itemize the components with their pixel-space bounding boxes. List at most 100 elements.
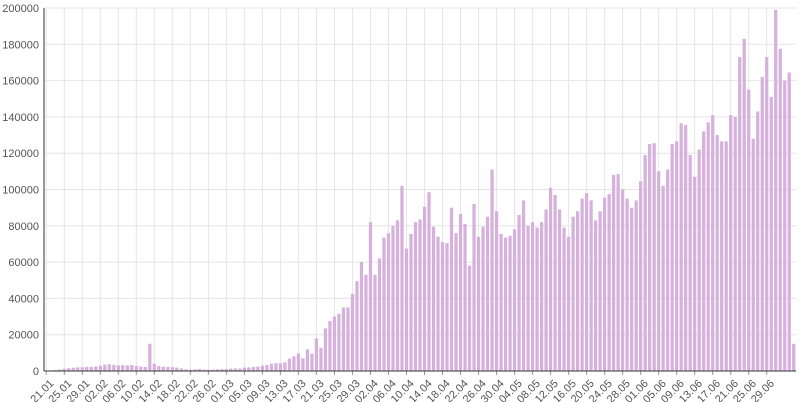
bar: [323, 328, 328, 371]
x-axis: 21.0125.0129.0102.0206.0210.0214.0218.02…: [29, 370, 796, 402]
bar: [436, 236, 440, 371]
bar: [121, 365, 125, 371]
bar: [179, 368, 183, 371]
bar: [152, 363, 156, 371]
y-tick-label: 180000: [2, 39, 39, 51]
bar: [548, 187, 553, 371]
bar: [224, 369, 228, 371]
bar: [175, 367, 179, 371]
bar: [544, 209, 548, 371]
bar: [720, 141, 724, 371]
bar: [458, 214, 463, 371]
bar: [314, 338, 319, 371]
bar: [562, 227, 566, 371]
bar: [242, 367, 247, 371]
y-tick-label: 20000: [8, 330, 39, 342]
bar: [711, 115, 715, 372]
bar: [265, 365, 269, 371]
bar: [301, 358, 305, 371]
bar: [134, 365, 138, 371]
bar: [256, 366, 260, 371]
bar: [539, 222, 544, 371]
bar: [738, 57, 742, 371]
bar: [769, 96, 773, 371]
bar: [661, 185, 665, 371]
bar: [341, 307, 346, 371]
bar: [350, 293, 355, 371]
bar: [427, 192, 431, 371]
bar: [512, 229, 517, 371]
bar: [413, 222, 418, 371]
bar: [332, 316, 337, 371]
bar: [386, 233, 391, 371]
bar: [391, 225, 395, 371]
bar: [215, 369, 219, 371]
bar: [220, 369, 224, 371]
y-tick-label: 100000: [2, 185, 39, 197]
bar: [697, 149, 701, 371]
bar: [157, 365, 161, 371]
bar: [364, 274, 368, 371]
bar: [472, 204, 476, 371]
bar: [431, 226, 436, 371]
bar: [454, 233, 458, 371]
bar: [575, 211, 580, 371]
bar: [571, 216, 575, 371]
bar: [85, 367, 89, 371]
bar: [553, 194, 557, 371]
bar: [485, 216, 490, 371]
bar: [449, 207, 454, 371]
bar: [634, 200, 638, 371]
bar: [774, 9, 778, 371]
bar: [643, 155, 647, 371]
bar: [499, 233, 503, 371]
bar: [616, 174, 620, 371]
bar: [422, 206, 427, 371]
bar: [395, 220, 400, 371]
y-tick-label: 140000: [2, 112, 39, 124]
bar: [76, 367, 80, 371]
bar: [778, 48, 782, 372]
bar: [765, 57, 769, 371]
bar: [238, 368, 242, 371]
bar: [760, 76, 764, 371]
bar: [580, 198, 584, 371]
bar: [418, 219, 422, 371]
y-tick-label: 0: [33, 366, 39, 378]
bar: [211, 369, 215, 371]
y-tick-label: 160000: [2, 76, 39, 88]
bar: [593, 220, 598, 371]
bar: [193, 369, 197, 371]
bar: [598, 211, 602, 371]
bar: [71, 367, 75, 371]
bar: [337, 313, 341, 371]
bar: [612, 174, 616, 371]
bar: [607, 194, 611, 371]
y-tick-label: 60000: [8, 257, 39, 269]
bar: [526, 225, 530, 371]
bar: [161, 366, 165, 371]
bar: [382, 237, 386, 371]
bar: [287, 358, 292, 371]
bar: [278, 363, 283, 371]
bar: [724, 141, 728, 371]
bar: [184, 369, 188, 371]
bar: [476, 236, 481, 371]
bar: [305, 349, 310, 371]
bar: [233, 368, 237, 371]
bar: [80, 367, 84, 371]
bar: [283, 362, 287, 371]
bar: [139, 366, 143, 371]
bar: [621, 189, 625, 371]
bar: [652, 143, 656, 371]
bar: [202, 369, 206, 371]
bar: [148, 343, 152, 371]
bar: [67, 368, 71, 371]
bar: [603, 197, 607, 371]
bar: [657, 171, 661, 371]
bar: [684, 125, 688, 371]
y-axis: 0 20000 40000 60000 80000 100000 120000 140000 1…: [2, 3, 45, 378]
bar: [467, 265, 472, 371]
bar: [787, 72, 791, 372]
bar: [751, 138, 755, 371]
